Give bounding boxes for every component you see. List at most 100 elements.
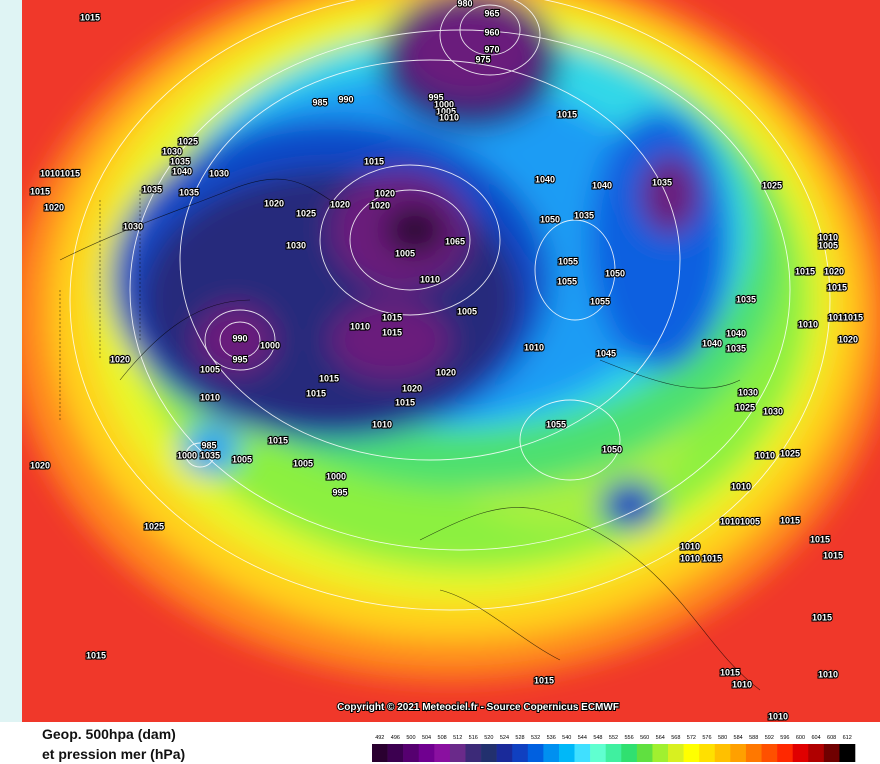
isobar-label: 1055 xyxy=(546,419,566,429)
isobar-label: 1010 xyxy=(439,112,459,122)
legend-subtitle: et pression mer (hPa) xyxy=(42,746,185,762)
isobar-label: 1015 xyxy=(80,12,100,22)
level-label: 512 xyxy=(453,735,462,741)
level-label: 572 xyxy=(687,735,696,741)
isobar-label: 1015 xyxy=(823,550,843,560)
level-label: 580 xyxy=(718,735,727,741)
isobar-label: 1010 xyxy=(350,321,370,331)
color-swatch xyxy=(636,744,653,762)
level-label: 592 xyxy=(765,735,774,741)
level-label: 496 xyxy=(391,735,400,741)
isobar-label: 980 xyxy=(457,0,472,8)
level-label: 576 xyxy=(702,735,711,741)
color-swatch xyxy=(481,744,497,762)
isobar-label: 1030 xyxy=(123,221,143,231)
isobar-label: 1015 xyxy=(382,327,402,337)
color-swatch xyxy=(792,744,809,762)
geopotential-field xyxy=(22,0,880,680)
isobar-label: 1005 xyxy=(293,458,313,468)
isobar-label: 1010 xyxy=(798,319,818,329)
isobar-label: 1025 xyxy=(296,208,316,218)
isobar-label: 1020 xyxy=(402,383,422,393)
level-label: 560 xyxy=(640,735,649,741)
isobar-label: 1010 xyxy=(680,541,700,551)
isobar-label: 1015 xyxy=(720,667,740,677)
color-swatch xyxy=(808,744,825,762)
isobar-label: 1040 xyxy=(172,166,192,176)
isobar-label: 1035 xyxy=(200,450,220,460)
isobar-label: 1015 xyxy=(306,388,326,398)
isobar-label: 1005 xyxy=(200,364,220,374)
isobar-label: 1015 xyxy=(395,397,415,407)
level-label: 600 xyxy=(796,735,805,741)
color-swatch xyxy=(699,744,716,762)
isobar-label: 1010 xyxy=(731,481,751,491)
isobar-label: 1000 xyxy=(326,471,346,481)
isobar-label: 970 xyxy=(484,44,499,54)
color-swatch xyxy=(730,744,747,762)
isobar-label: 990 xyxy=(232,333,247,343)
isobar-label: 1040 xyxy=(702,338,722,348)
isobar-label: 1020 xyxy=(44,202,64,212)
isobar-label: 1015 xyxy=(319,373,339,383)
level-label: 516 xyxy=(469,735,478,741)
level-label: 564 xyxy=(656,735,665,741)
color-swatch xyxy=(745,744,762,762)
level-label: 504 xyxy=(422,735,431,741)
isobar-label: 1010 xyxy=(755,450,775,460)
isobar-label: 1010 xyxy=(818,669,838,679)
coastlines xyxy=(59,178,761,691)
color-swatch xyxy=(512,744,529,762)
level-label: 556 xyxy=(624,735,633,741)
color-swatch xyxy=(605,744,622,762)
isobar-label: 1030 xyxy=(738,387,758,397)
level-label: 608 xyxy=(827,735,836,741)
level-label: 500 xyxy=(406,735,415,741)
isobar-label: 985 xyxy=(312,97,327,107)
isobars xyxy=(69,0,831,611)
isobar-label: 1005 xyxy=(395,248,415,258)
color-swatch xyxy=(387,744,404,762)
copyright: Copyright © 2021 Meteociel.fr - Source C… xyxy=(337,702,619,713)
level-label: 568 xyxy=(671,735,680,741)
color-swatch xyxy=(839,744,856,762)
level-label: 552 xyxy=(609,735,618,741)
isobar-label: 1010 xyxy=(720,516,740,526)
isobar-label: 1020 xyxy=(370,200,390,210)
isobar-label: 1030 xyxy=(763,406,783,416)
color-swatch xyxy=(434,744,451,762)
isobar-label: 960 xyxy=(484,27,499,37)
level-label: 492 xyxy=(375,735,384,741)
level-label: 588 xyxy=(749,735,758,741)
isobar-label: 1020 xyxy=(375,188,395,198)
isobar-label: 1005 xyxy=(740,516,760,526)
level-label: 612 xyxy=(843,735,852,741)
isobar-label: 1035 xyxy=(170,156,190,166)
isobar-label: 1050 xyxy=(602,444,622,454)
isobar-label: 1020 xyxy=(838,334,858,344)
isobar-label: 1015 xyxy=(364,156,384,166)
isobar-label: 1015 xyxy=(827,282,847,292)
isobar-label: 1010 xyxy=(40,168,60,178)
isobar-label: 1015 xyxy=(557,109,577,119)
isobar-label: 1015 xyxy=(268,435,288,445)
isobar-label: 1010 xyxy=(818,232,838,242)
isobar-label: 1030 xyxy=(209,168,229,178)
isobar-label: 1005 xyxy=(232,454,252,464)
color-scale: 492 496 500 504 508 512 516 520 524 528 532 536 540 5… xyxy=(372,735,856,762)
level-label: 528 xyxy=(515,735,524,741)
isobar-label: 1030 xyxy=(162,146,182,156)
isobar-label: 1015 xyxy=(86,650,106,660)
isobar-label: 1025 xyxy=(735,402,755,412)
color-swatch xyxy=(403,744,420,762)
isobar-label: 1035 xyxy=(652,177,672,187)
level-label: 520 xyxy=(484,735,493,741)
level-label: 536 xyxy=(547,735,556,741)
color-swatch xyxy=(761,744,778,762)
isobar-label: 1065 xyxy=(445,236,465,246)
isobar-label: 1050 xyxy=(540,214,560,224)
isobar-label: 1025 xyxy=(178,136,198,146)
level-label: 532 xyxy=(531,735,540,741)
